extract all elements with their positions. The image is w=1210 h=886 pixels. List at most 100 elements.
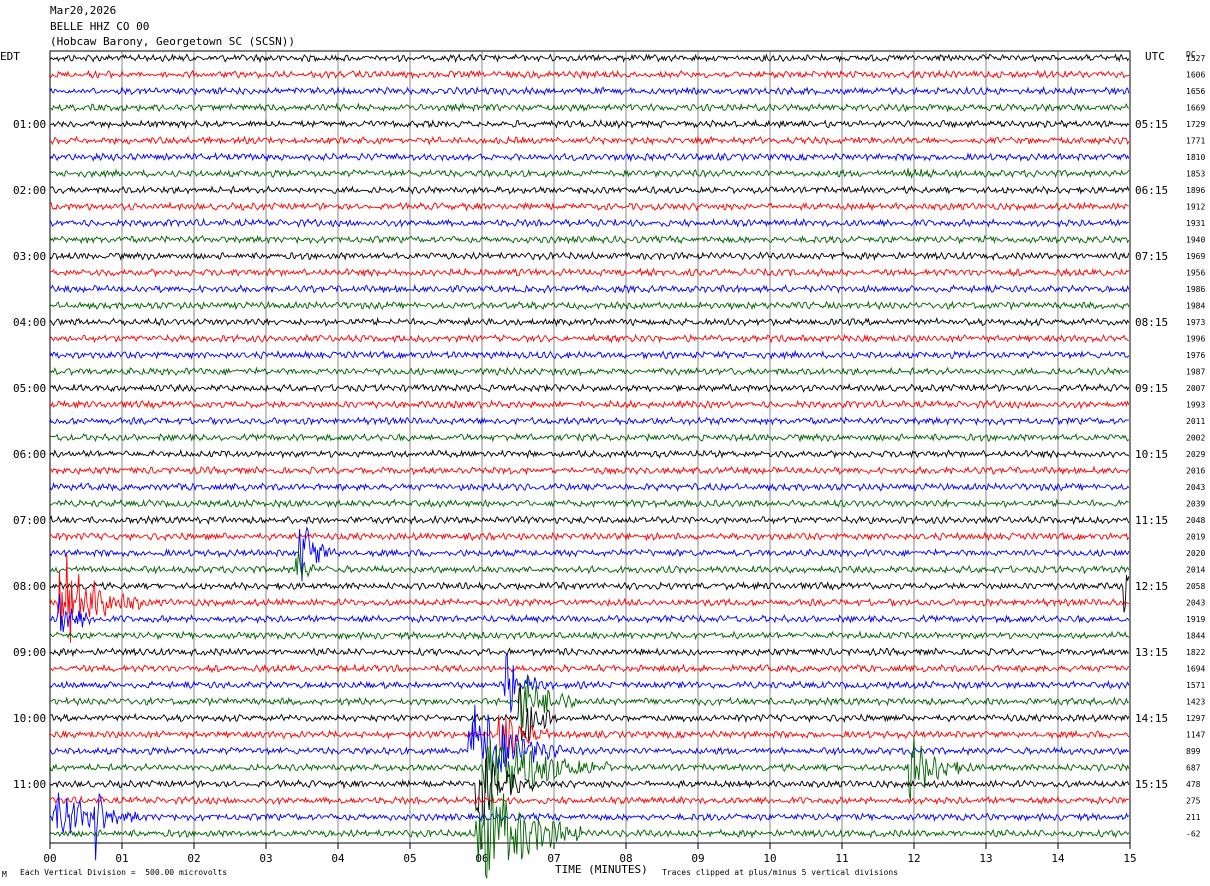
- dc-offset-label: 1729: [1186, 120, 1205, 129]
- edt-time-label: 10:00: [13, 712, 46, 725]
- plot-frame: [49, 50, 1131, 844]
- minute-tick-label: 09: [691, 852, 704, 865]
- seismic-trace-row: [49, 704, 1130, 783]
- edt-time-label: 04:00: [13, 316, 46, 329]
- minute-tick-label: 14: [1051, 852, 1065, 865]
- dc-offset-label: 1896: [1186, 186, 1205, 195]
- dc-header-label: DC: [1186, 50, 1196, 59]
- dc-offset-label: 1527: [1186, 54, 1205, 63]
- dc-offset-label: -62: [1186, 830, 1201, 839]
- seismic-trace-row: [49, 416, 1129, 427]
- seismic-trace-row: [49, 333, 1129, 344]
- seismic-trace-row: [49, 448, 1130, 459]
- minute-tick-label: 10: [763, 852, 776, 865]
- seismic-trace-row: [49, 675, 1130, 728]
- dc-offset-label: 2002: [1186, 434, 1205, 443]
- clip-note: Traces clipped at plus/minus 5 vertical …: [662, 868, 899, 877]
- dc-offset-label: 2011: [1186, 417, 1205, 426]
- dc-offset-label: 2029: [1186, 450, 1205, 459]
- edt-time-label: 02:00: [13, 184, 46, 197]
- seismic-trace-row: [49, 737, 1130, 801]
- dc-offset-label: 1822: [1186, 648, 1205, 657]
- date-label: Mar20,2026: [50, 4, 117, 17]
- dc-offset-label: 1993: [1186, 401, 1205, 410]
- dc-offset-label: 1297: [1186, 714, 1205, 723]
- dc-offset-label: 1987: [1186, 368, 1205, 377]
- seismic-trace-row: [49, 382, 1130, 393]
- edt-time-label: 05:00: [13, 382, 46, 395]
- seismic-trace-row: [49, 300, 1130, 311]
- dc-offset-label: 2020: [1186, 549, 1205, 558]
- minute-tick-label: 11: [835, 852, 848, 865]
- seismic-trace-row: [49, 683, 1130, 743]
- edt-time-label: 09:00: [13, 646, 46, 659]
- seismic-trace-row: [50, 102, 1130, 113]
- utc-time-label: 15:15: [1135, 778, 1168, 791]
- dc-offset-label: 1976: [1186, 351, 1205, 360]
- seismic-trace-row: [49, 53, 1130, 64]
- seismic-trace-row: [49, 550, 1130, 578]
- dc-offset-label: 1984: [1186, 302, 1205, 311]
- dc-offset-label: 478: [1186, 780, 1201, 789]
- dc-offset-label: 2043: [1186, 483, 1205, 492]
- seismic-trace-row: [50, 795, 1129, 806]
- dc-offset-label: 1973: [1186, 318, 1205, 327]
- seismic-trace-row: [49, 498, 1129, 509]
- utc-time-label: 11:15: [1135, 514, 1168, 527]
- minute-tick-label: 05: [403, 852, 416, 865]
- dc-offset-label: 275: [1186, 797, 1201, 806]
- seismic-trace-row: [49, 755, 1130, 819]
- seismic-trace-row: [49, 399, 1130, 410]
- seismic-trace-row: [49, 663, 1130, 674]
- location-label: (Hobcaw Barony, Georgetown SC (SCSN)): [50, 35, 296, 48]
- seismic-trace-row: [49, 630, 1130, 641]
- edt-time-label: 01:00: [13, 118, 46, 131]
- minute-tick-label: 15: [1123, 852, 1136, 865]
- dc-offset-label: 2019: [1186, 533, 1205, 542]
- minute-tick-label: 01: [115, 852, 128, 865]
- seismic-trace-row: [49, 526, 1130, 582]
- dc-offset-label: 1669: [1186, 104, 1205, 113]
- edt-axis-label: EDT: [0, 50, 20, 63]
- dc-offset-label: 211: [1186, 813, 1201, 822]
- seismic-trace-row: [49, 201, 1129, 212]
- station-label: BELLE HHZ CO 00: [50, 20, 150, 33]
- minute-tick-label: 07: [547, 852, 560, 865]
- seismic-trace-row: [49, 217, 1129, 228]
- utc-time-label: 12:15: [1135, 580, 1168, 593]
- seismic-trace-row: [49, 349, 1130, 360]
- seismic-trace-row: [49, 465, 1130, 476]
- seismic-trace-row: [49, 118, 1130, 130]
- utc-time-label: 14:15: [1135, 712, 1168, 725]
- seismic-trace-row: [49, 594, 1130, 633]
- utc-time-label: 13:15: [1135, 646, 1168, 659]
- seismic-trace-row: [49, 788, 1130, 879]
- dc-offset-label: 2043: [1186, 599, 1205, 608]
- seismic-trace-row: [49, 366, 1130, 377]
- utc-time-label: 09:15: [1135, 382, 1168, 395]
- seismic-trace-row: [49, 267, 1130, 278]
- dc-offset-label: 1940: [1186, 236, 1205, 245]
- dc-offset-label: 2058: [1186, 582, 1205, 591]
- dc-offset-label: 2007: [1186, 384, 1205, 393]
- utc-time-label: 06:15: [1135, 184, 1168, 197]
- dc-offset-label: 1423: [1186, 698, 1205, 707]
- edt-time-label: 03:00: [13, 250, 46, 263]
- seismic-trace-row: [49, 647, 1129, 658]
- minute-tick-label: 13: [979, 852, 992, 865]
- dc-offset-label: 1996: [1186, 335, 1205, 344]
- dc-offset-label: 1147: [1186, 731, 1205, 740]
- edt-time-label: 08:00: [13, 580, 46, 593]
- minute-tick-label: 08: [619, 852, 632, 865]
- dc-offset-label: 1986: [1186, 285, 1205, 294]
- dc-offset-label: 2014: [1186, 566, 1205, 575]
- scale-note: Each Vertical Division = 500.00 microvol…: [20, 868, 228, 877]
- seismic-trace-row: [49, 185, 1130, 195]
- edt-time-label: 06:00: [13, 448, 46, 461]
- minute-tick-label: 00: [43, 852, 56, 865]
- dc-offset-label: 1853: [1186, 170, 1205, 179]
- dc-offset-label: 1694: [1186, 665, 1205, 674]
- dc-offset-label: 1956: [1186, 269, 1205, 278]
- edt-time-label: 07:00: [13, 514, 46, 527]
